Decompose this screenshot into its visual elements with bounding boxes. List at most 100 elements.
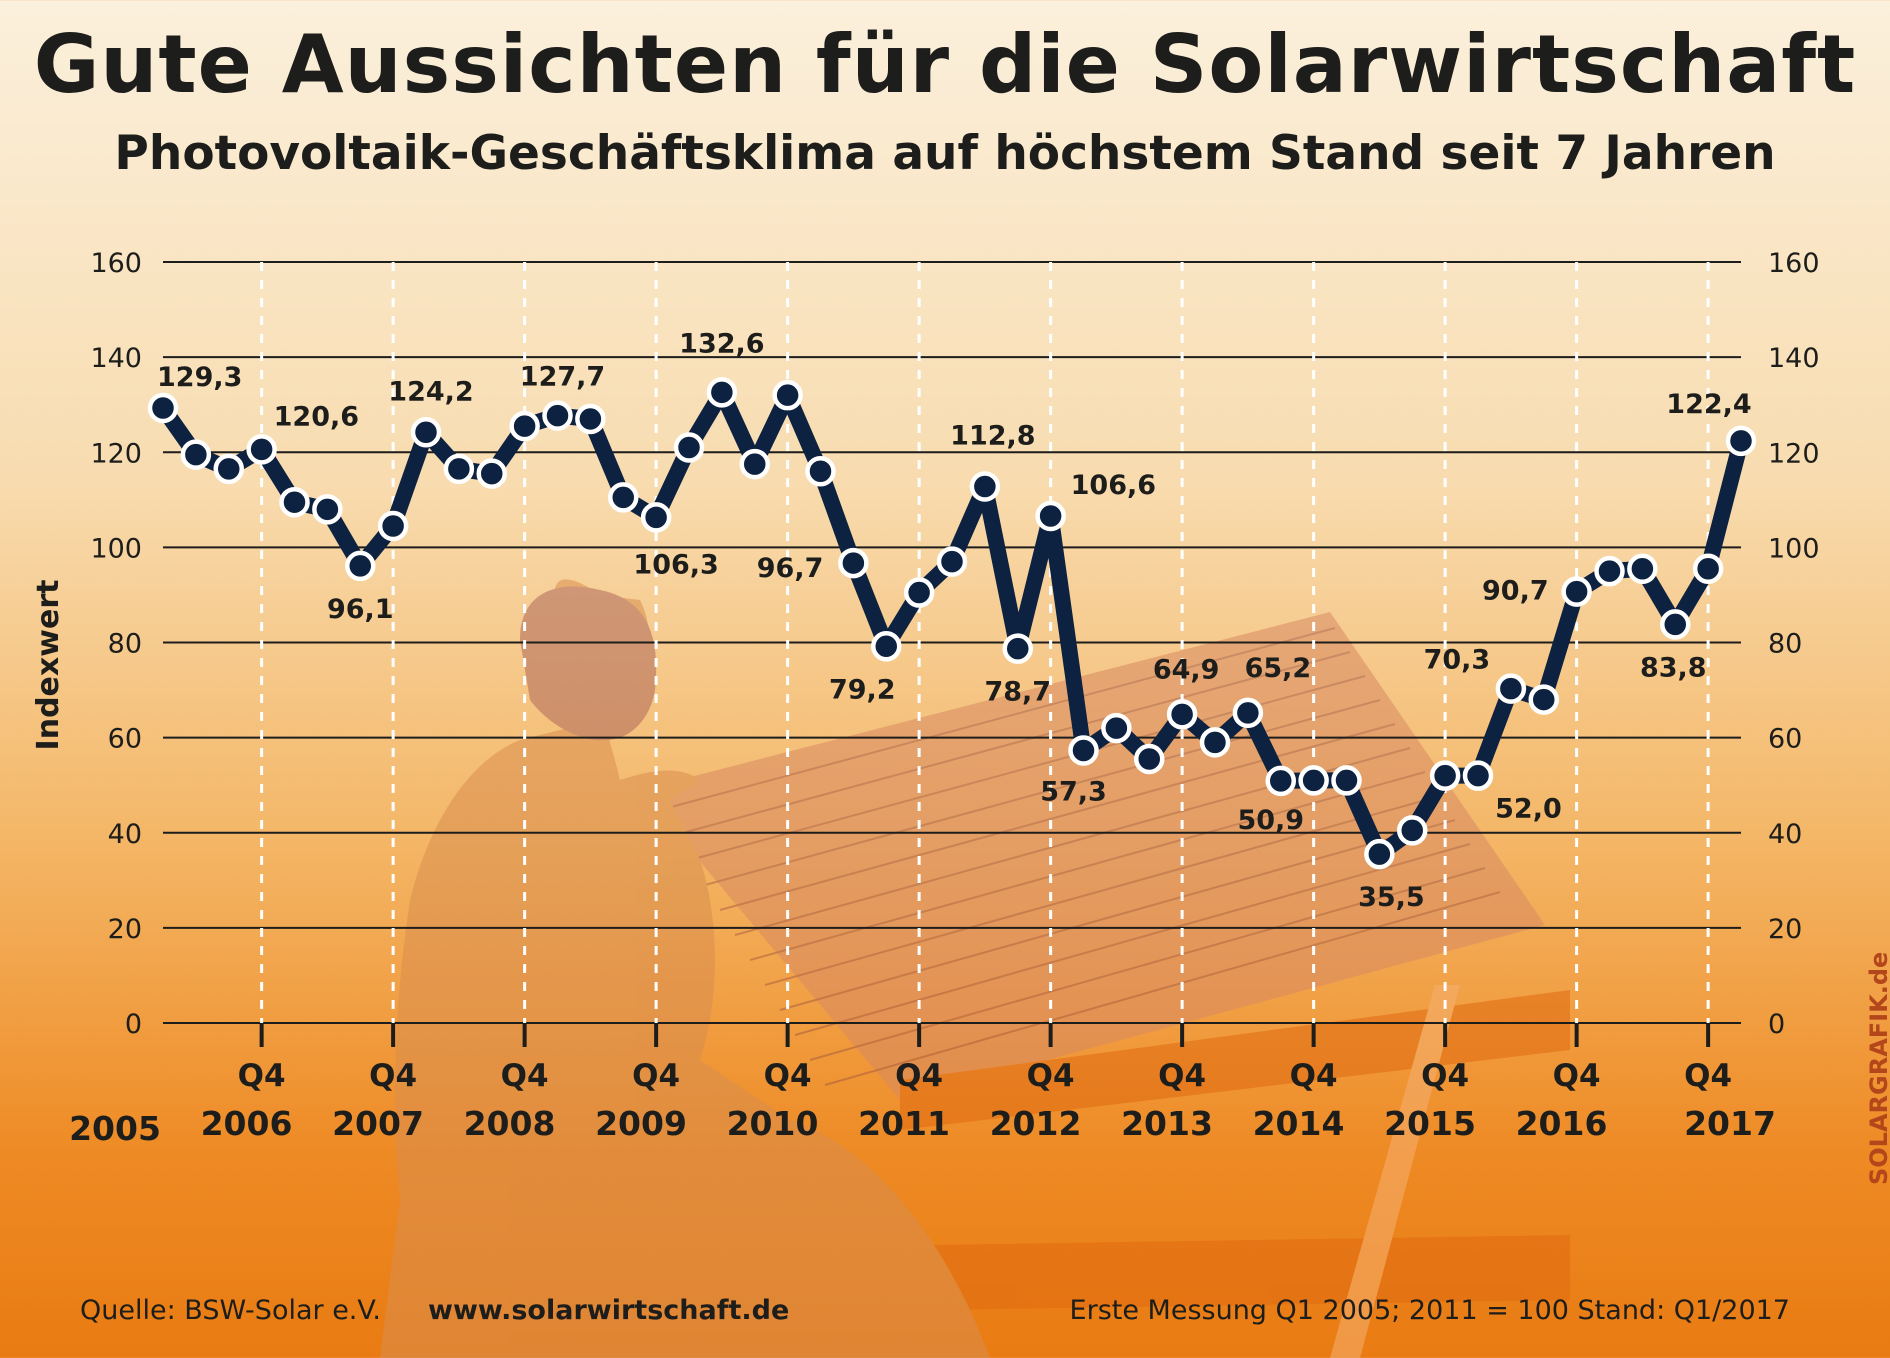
data-point: [706, 377, 738, 408]
x-year-label: 2013: [1121, 1104, 1213, 1143]
data-label: 52,0: [1495, 794, 1562, 825]
y-tick-label-right: 0: [1768, 1009, 1785, 1040]
data-point: [1232, 697, 1264, 729]
data-point: [213, 453, 244, 485]
source-url: www.solarwirtschaft.de: [428, 1295, 790, 1326]
x-tick-label-q4: Q4: [764, 1058, 812, 1094]
data-point: [1397, 815, 1428, 846]
data-label: 70,3: [1424, 645, 1491, 676]
data-point: [246, 434, 277, 465]
data-point: [312, 494, 343, 525]
data-point: [1298, 765, 1329, 796]
data-point: [1035, 500, 1066, 532]
data-point: [871, 631, 902, 662]
x-tick-label-q4: Q4: [1553, 1058, 1601, 1094]
data-label: 90,7: [1482, 576, 1549, 607]
y-tick-label-right: 80: [1768, 629, 1802, 660]
data-point: [1528, 684, 1559, 715]
measurement-note: Erste Messung Q1 2005; 2011 = 100 Stand:…: [1069, 1295, 1790, 1326]
data-point: [410, 417, 442, 448]
data-label-layer: 129,3 120,6 96,1 124,2 127,7 106,3 132,6 96,7 79…: [157, 328, 1752, 913]
data-point: [1265, 765, 1296, 797]
worker-illustration: [380, 579, 990, 1358]
data-label: 129,3: [157, 362, 242, 393]
graphic-credit: SOLARGRAFIK.de: [1865, 951, 1890, 1185]
data-point: [608, 482, 639, 513]
data-point: [509, 410, 540, 442]
worker-head-illustration: [520, 586, 657, 741]
x-year-label: 2012: [990, 1104, 1082, 1143]
y-tick-label-right: 20: [1768, 914, 1802, 945]
data-label: 35,5: [1358, 882, 1425, 913]
y-axes: 0 0 20 20 40 40 60 60 80 80 100 100 120 120 140 140 160 1…: [90, 248, 1819, 1040]
data-point: [640, 502, 672, 533]
data-label: 106,6: [1071, 470, 1156, 501]
data-point: [1594, 555, 1625, 587]
data-label: 50,9: [1237, 805, 1304, 836]
data-label: 79,2: [829, 674, 896, 705]
data-point: [1166, 699, 1198, 730]
x-tick-label-q4: Q4: [238, 1058, 286, 1094]
y-tick-label-left: 160: [90, 248, 142, 279]
data-point: [180, 439, 212, 470]
data-label: 112,8: [950, 420, 1035, 451]
data-label: 83,8: [1640, 652, 1707, 683]
y-tick-label-left: 80: [108, 629, 142, 660]
y-tick-label-left: 120: [90, 438, 142, 469]
y-tick-label-right: 120: [1768, 438, 1820, 469]
x-year-label: 2011: [858, 1104, 950, 1143]
x-tick-label-q4: Q4: [501, 1058, 549, 1094]
data-point: [575, 403, 606, 435]
y-tick-label-right: 100: [1768, 533, 1820, 564]
data-point: [1627, 553, 1658, 585]
source-note: Quelle: BSW-Solar e.V.: [80, 1295, 381, 1326]
x-tick-label-q4: Q4: [632, 1058, 680, 1094]
data-point: [1364, 838, 1395, 870]
data-point: [1002, 633, 1033, 664]
page-title: Gute Aussichten für die Solarwirtschaft: [33, 18, 1857, 111]
x-tick-label-q4: Q4: [369, 1058, 417, 1094]
data-point: [1692, 553, 1724, 585]
y-tick-label-right: 40: [1768, 819, 1802, 850]
data-label: 122,4: [1666, 389, 1751, 420]
data-label: 78,7: [984, 677, 1051, 708]
x-axis: Q4 Q4 Q4 Q4 Q4 Q4 Q4 Q4 Q4 Q4 Q4 Q4 2005 2006 2007 2008…: [69, 1023, 1776, 1148]
data-point: [1134, 743, 1165, 775]
data-label: 96,1: [327, 594, 394, 625]
y-tick-label-right: 60: [1768, 724, 1802, 755]
mounting-rail-illustration: [900, 990, 1570, 1130]
x-tick-label-q4: Q4: [1027, 1058, 1075, 1094]
data-point: [279, 486, 310, 518]
solar-panel-illustration: [640, 612, 1545, 1100]
y-tick-label-left: 100: [90, 533, 142, 564]
x-tick-label-q4: Q4: [1684, 1058, 1732, 1094]
data-point: [147, 392, 179, 424]
data-point: [838, 547, 869, 579]
x-year-label: 2009: [595, 1104, 687, 1143]
data-point: [443, 453, 475, 485]
x-year-label: 2005: [69, 1109, 161, 1148]
data-point: [1462, 760, 1494, 791]
data-point: [1331, 765, 1362, 796]
data-point: [1660, 609, 1691, 640]
data-label: 132,6: [679, 328, 764, 359]
data-point: [377, 510, 409, 542]
data-point: [673, 432, 705, 463]
x-tick-label-q4: Q4: [1421, 1058, 1469, 1094]
data-point: [936, 546, 968, 577]
x-year-label: 2016: [1516, 1104, 1608, 1143]
x-year-label: 2017: [1684, 1104, 1776, 1143]
data-point: [542, 400, 573, 431]
y-axis-label: Indexwert: [31, 580, 66, 751]
x-year-label: 2008: [464, 1104, 556, 1143]
data-label: 64,9: [1153, 654, 1220, 685]
data-point: [969, 471, 1001, 502]
data-point: [1429, 760, 1461, 791]
x-year-label: 2010: [727, 1104, 819, 1143]
data-label: 120,6: [274, 401, 359, 432]
data-point: [1199, 727, 1231, 758]
data-label: 124,2: [388, 376, 473, 407]
data-label: 57,3: [1040, 776, 1107, 807]
data-label: 106,3: [633, 549, 718, 580]
